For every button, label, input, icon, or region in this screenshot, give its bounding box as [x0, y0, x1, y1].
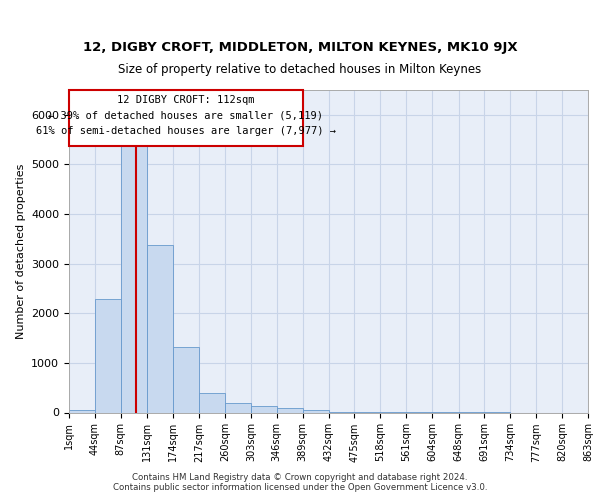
Bar: [302, 410, 329, 412]
Text: Size of property relative to detached houses in Milton Keynes: Size of property relative to detached ho…: [118, 64, 482, 76]
Bar: [251, 406, 277, 412]
Text: 61% of semi-detached houses are larger (7,977) →: 61% of semi-detached houses are larger (…: [36, 126, 336, 136]
Bar: [277, 408, 302, 412]
Text: 12, DIGBY CROFT, MIDDLETON, MILTON KEYNES, MK10 9JX: 12, DIGBY CROFT, MIDDLETON, MILTON KEYNE…: [83, 41, 517, 54]
Bar: [95, 300, 121, 412]
Bar: [69, 410, 95, 412]
Y-axis label: Number of detached properties: Number of detached properties: [16, 164, 26, 339]
Bar: [225, 402, 251, 412]
Bar: [199, 392, 225, 412]
FancyBboxPatch shape: [69, 90, 302, 146]
Text: Contains HM Land Registry data © Crown copyright and database right 2024.
Contai: Contains HM Land Registry data © Crown c…: [113, 473, 487, 492]
Text: 12 DIGBY CROFT: 112sqm: 12 DIGBY CROFT: 112sqm: [117, 95, 254, 105]
Bar: [121, 142, 147, 412]
Bar: [147, 245, 173, 412]
Text: ← 39% of detached houses are smaller (5,119): ← 39% of detached houses are smaller (5,…: [49, 110, 323, 120]
Bar: [173, 347, 199, 412]
